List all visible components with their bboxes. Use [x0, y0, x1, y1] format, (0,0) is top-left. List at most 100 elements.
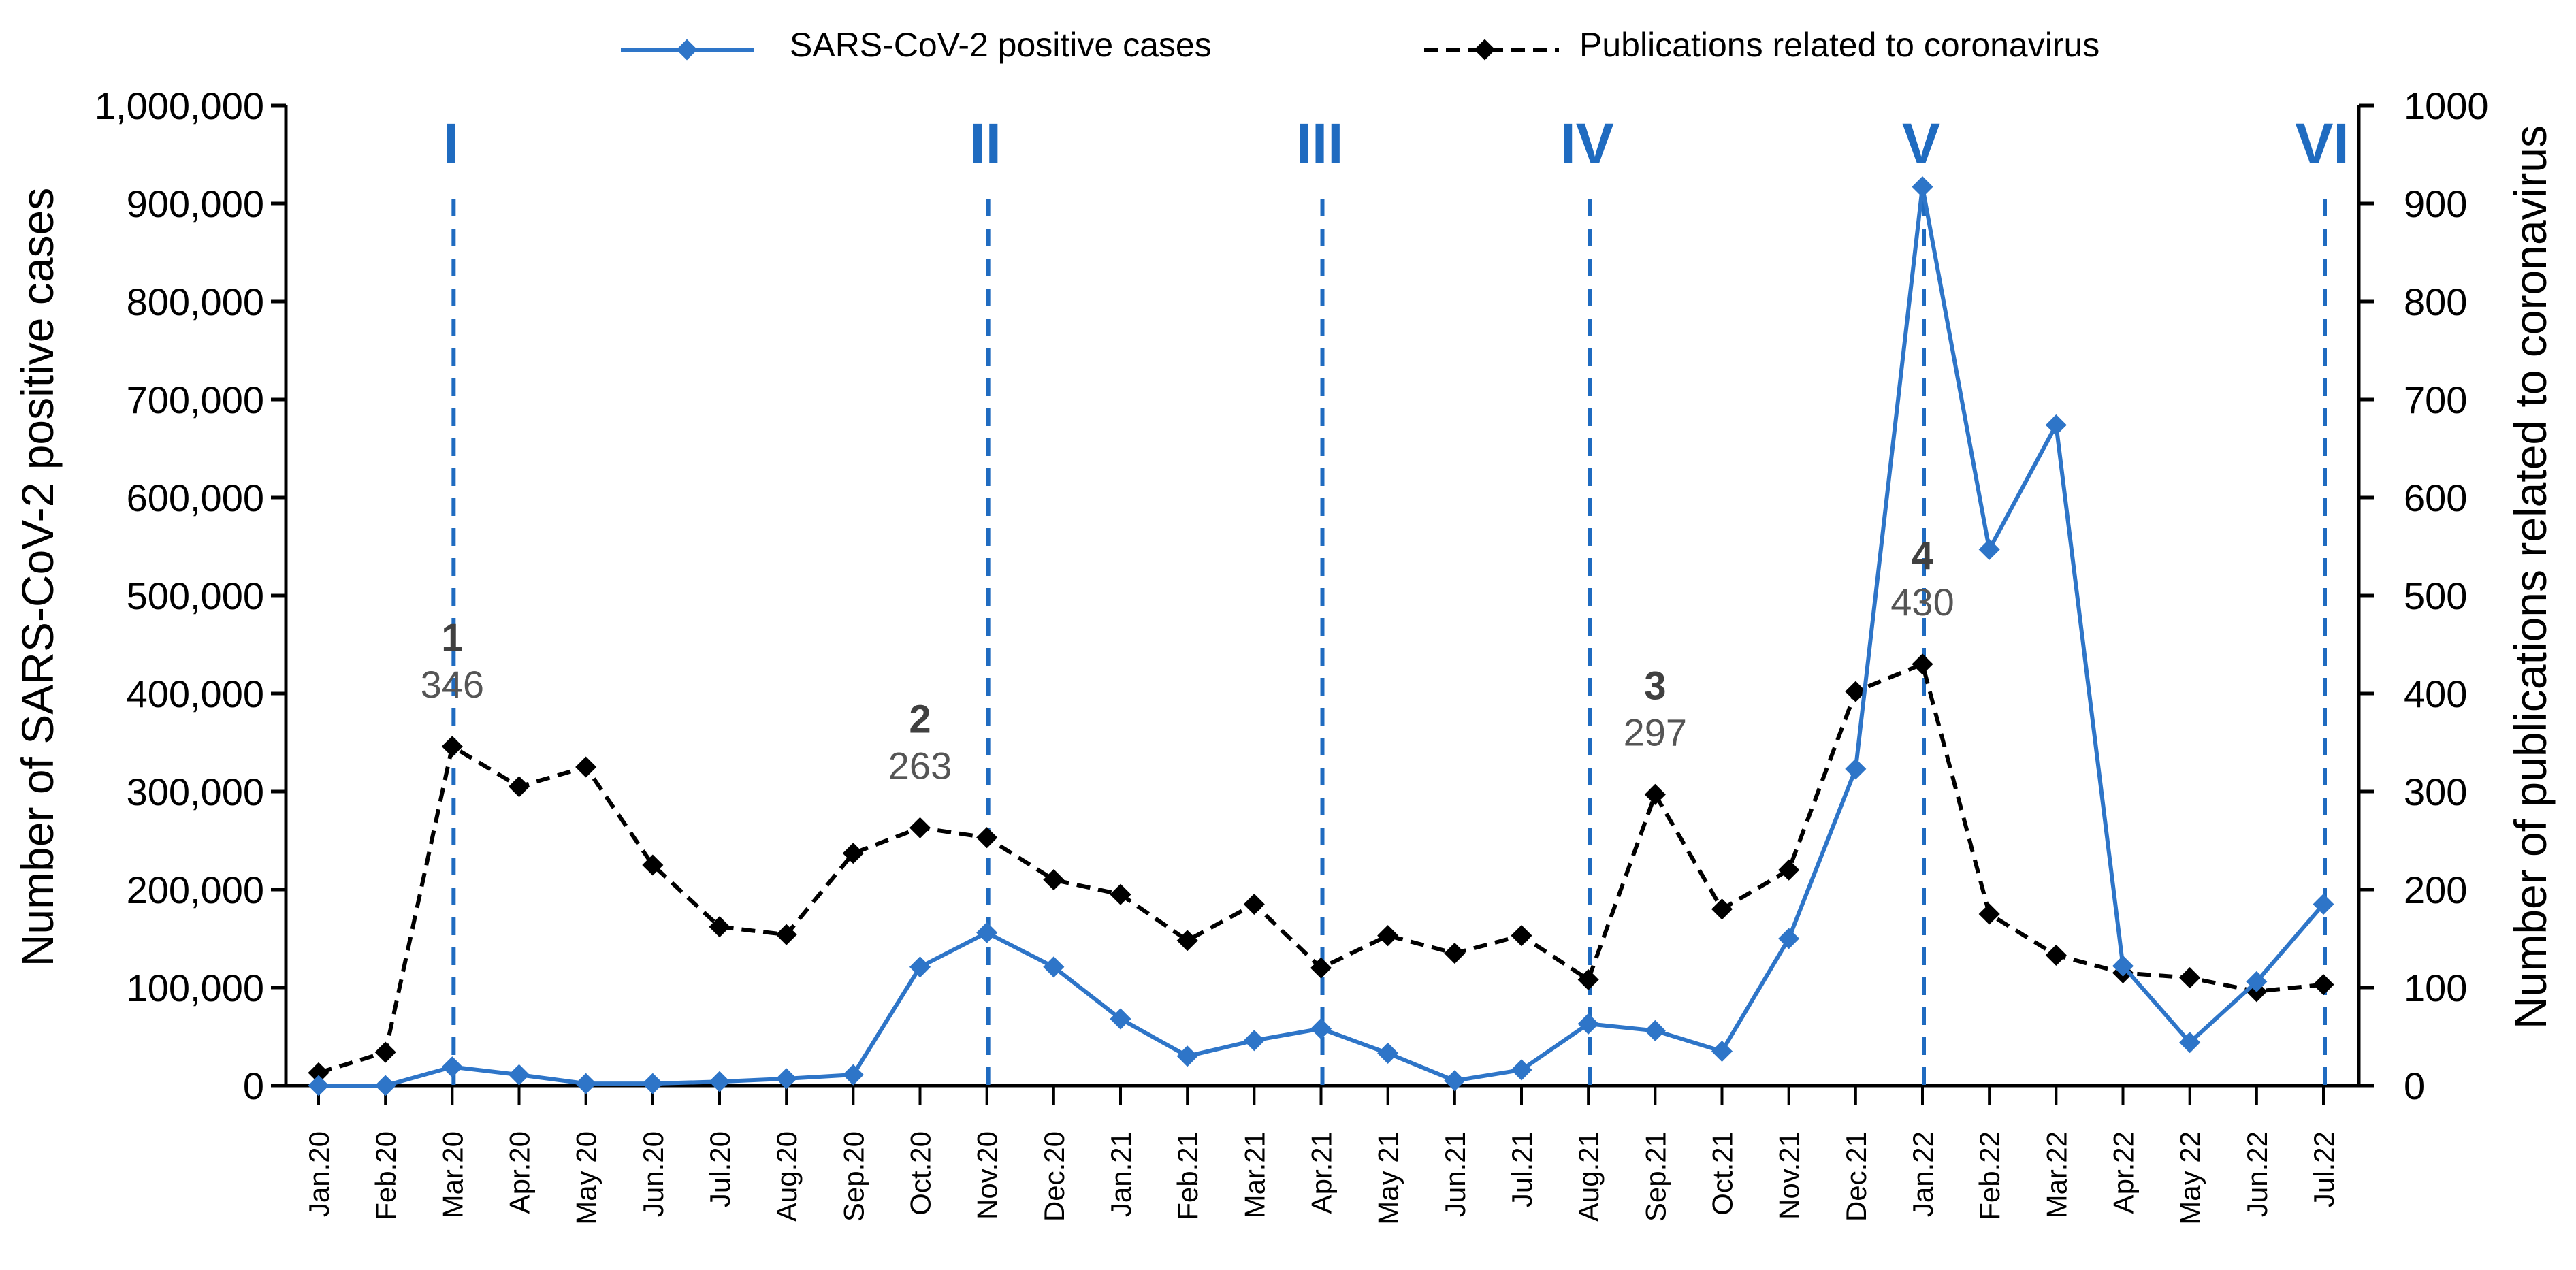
publications-point-19: [1577, 968, 1599, 991]
cases-point-15: [1310, 1017, 1332, 1040]
peak-value-1: 346: [421, 663, 484, 706]
left-tick-label: 1,000,000: [95, 84, 264, 127]
right-tick-label: 300: [2404, 770, 2467, 813]
cases-point-10: [976, 922, 998, 943]
right-tick-label: 700: [2404, 378, 2467, 421]
cases-point-1: [374, 1075, 396, 1096]
cases-point-4: [575, 1073, 597, 1094]
left-tick-label: 400,000: [127, 672, 264, 715]
right-tick-label: 900: [2404, 182, 2467, 225]
cases-point-27: [2112, 955, 2134, 977]
publications-point-2: [441, 736, 463, 758]
right-tick-label: 200: [2404, 868, 2467, 911]
phase-label-V: V: [1902, 112, 1940, 176]
right-tick-label: 100: [2404, 966, 2467, 1009]
x-tick-label: Dec.20: [1038, 1131, 1070, 1222]
left-tick-label: 200,000: [127, 868, 264, 911]
peak-number-3: 3: [1644, 664, 1666, 708]
publications-point-13: [1176, 930, 1198, 951]
right-axis-title: Number of publications related to corona…: [2505, 125, 2556, 1029]
cases-point-2: [441, 1056, 463, 1078]
cases-point-28: [2179, 1032, 2201, 1054]
x-tick-label: May 20: [570, 1131, 602, 1225]
x-tick-label: Jan.21: [1105, 1131, 1137, 1217]
peak-value-4: 430: [1890, 581, 1954, 623]
publications-point-9: [909, 817, 931, 838]
cases-point-13: [1176, 1045, 1198, 1067]
publications-point-6: [709, 916, 730, 938]
x-tick-label: Aug.20: [771, 1131, 803, 1222]
publications-point-8: [842, 843, 864, 864]
publications-point-11: [1043, 869, 1065, 891]
publications-point-22: [1778, 859, 1800, 881]
legend-marker-cases: [676, 39, 698, 61]
legend-marker-publications: [1474, 39, 1496, 61]
x-tick-label: Jun.21: [1439, 1131, 1471, 1217]
x-tick-label: Jan.20: [303, 1131, 335, 1217]
x-tick-label: Nov.20: [971, 1131, 1003, 1220]
cases-point-18: [1511, 1059, 1532, 1081]
cases-point-9: [909, 956, 931, 978]
x-tick-label: May 22: [2174, 1131, 2206, 1225]
x-tick-label: Oct.20: [905, 1131, 937, 1216]
publications-point-14: [1243, 894, 1265, 915]
x-tick-label: Apr.21: [1306, 1131, 1338, 1214]
publications-point-12: [1110, 883, 1131, 905]
peak-number-4: 4: [1912, 534, 1933, 578]
x-tick-label: Oct.21: [1707, 1131, 1739, 1216]
cases-point-29: [2246, 971, 2268, 992]
x-tick-label: Jul.22: [2308, 1131, 2340, 1207]
publications-point-23: [1845, 681, 1867, 702]
publications-point-25: [1978, 903, 2000, 925]
x-tick-label: Aug.21: [1573, 1131, 1605, 1222]
publications-point-15: [1310, 957, 1332, 979]
cases-point-12: [1110, 1008, 1131, 1030]
cases-point-21: [1711, 1041, 1733, 1062]
publications-point-18: [1511, 925, 1532, 947]
publications-point-0: [308, 1062, 329, 1084]
left-tick-label: 900,000: [127, 182, 264, 225]
right-tick-label: 400: [2404, 672, 2467, 715]
x-tick-label: Dec.21: [1840, 1131, 1872, 1222]
x-tick-label: Nov.21: [1773, 1131, 1805, 1220]
x-tick-label: Mar.21: [1238, 1131, 1270, 1218]
right-tick-label: 600: [2404, 476, 2467, 519]
x-tick-label: Mar.20: [436, 1131, 468, 1218]
left-tick-label: 600,000: [127, 476, 264, 519]
publications-point-26: [2045, 944, 2067, 966]
left-tick-label: 800,000: [127, 280, 264, 323]
publications-point-4: [575, 756, 597, 778]
left-tick-label: 700,000: [127, 378, 264, 421]
publications-point-24: [1912, 653, 1933, 675]
cases-point-0: [308, 1075, 329, 1096]
publications-point-1: [374, 1041, 396, 1063]
peak-number-1: 1: [441, 616, 463, 660]
cases-point-8: [842, 1064, 864, 1086]
x-tick-label: Sep.21: [1639, 1131, 1671, 1222]
left-tick-label: 300,000: [127, 770, 264, 813]
peak-value-2: 263: [888, 744, 952, 787]
phase-label-VI: VI: [2295, 112, 2349, 176]
x-tick-label: Mar.22: [2040, 1131, 2072, 1218]
cases-point-6: [709, 1071, 730, 1092]
cases-point-30: [2313, 894, 2334, 915]
cases-point-16: [1377, 1042, 1399, 1064]
cases-point-3: [508, 1064, 530, 1086]
publications-point-16: [1377, 925, 1399, 947]
phase-label-II: II: [969, 112, 1001, 176]
x-tick-label: Jul.20: [704, 1131, 736, 1207]
cases-point-23: [1845, 758, 1867, 780]
x-tick-label: Jan.22: [1907, 1131, 1939, 1217]
publications-point-3: [508, 776, 530, 798]
cases-point-19: [1577, 1013, 1599, 1035]
publications-point-20: [1644, 783, 1666, 805]
cases-point-26: [2045, 414, 2067, 436]
cases-point-24: [1912, 176, 1933, 198]
publications-point-7: [775, 924, 797, 945]
x-tick-label: Feb.21: [1172, 1131, 1204, 1220]
legend-label-publications: Publications related to coronavirus: [1579, 26, 2099, 64]
cases-point-20: [1644, 1020, 1666, 1041]
cases-point-25: [1978, 538, 2000, 560]
legend-label-cases: SARS-CoV-2 positive cases: [790, 26, 1212, 64]
